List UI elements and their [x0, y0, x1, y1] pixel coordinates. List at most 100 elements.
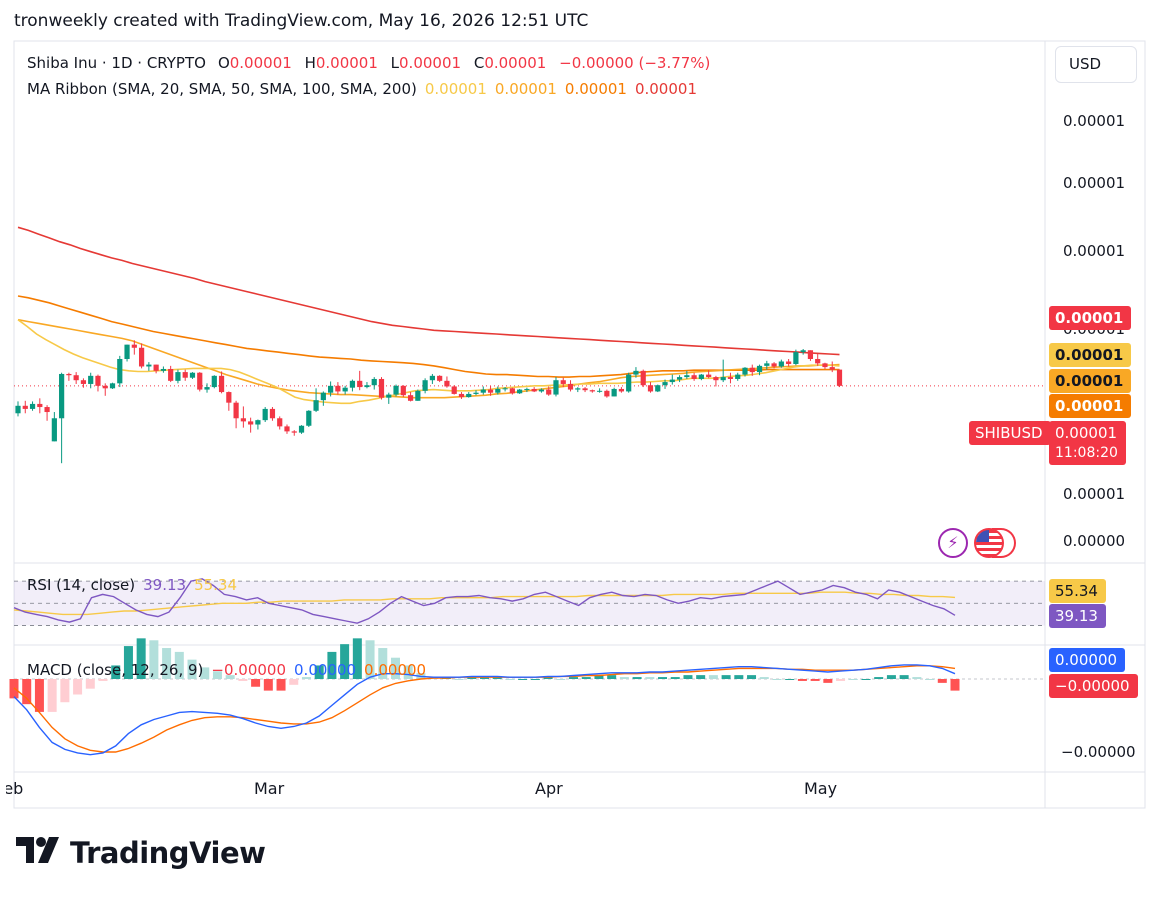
macd-histogram-bar	[314, 665, 324, 679]
candle-body	[306, 410, 312, 426]
candle-body	[531, 388, 537, 392]
candle-body	[15, 405, 21, 414]
macd-histogram-bar	[111, 665, 121, 679]
candle-body	[495, 388, 501, 393]
macd-hist-value: −0.00000	[211, 661, 287, 679]
currency-button[interactable]: USD	[1055, 46, 1137, 83]
ma200-price-tag: 0.00001	[1049, 306, 1132, 330]
candle-body	[29, 403, 36, 409]
ma100-price-tag: 0.00001	[1049, 394, 1132, 418]
macd-histogram-bar	[874, 677, 884, 679]
macd-histogram-bar	[950, 679, 960, 691]
month-label-may: May	[804, 779, 838, 798]
macd-histogram-bar	[467, 677, 477, 679]
candle-body	[182, 372, 188, 378]
candle-body	[66, 373, 72, 376]
ma20-price-tag: 0.00001	[1049, 343, 1132, 367]
candle-body	[778, 361, 784, 367]
lightning-icon[interactable]: ⚡	[938, 528, 968, 558]
candle-body	[560, 380, 566, 384]
rsi-tag: 39.13	[1049, 604, 1106, 628]
ma100-value: 0.00001	[564, 80, 627, 98]
macd-line	[13, 664, 956, 756]
candle-body	[735, 374, 741, 379]
candle-body	[313, 400, 319, 411]
macd-histogram-bar	[480, 677, 489, 679]
change-value: −0.00000 (−3.77%)	[559, 54, 711, 72]
macd-histogram-bar	[352, 638, 362, 679]
macd-histogram-bar	[619, 677, 629, 679]
candle-body	[553, 380, 559, 395]
candle-body	[248, 421, 254, 425]
price-axis-label: 0.00001	[1063, 174, 1126, 192]
macd-histogram-bar	[632, 677, 642, 679]
macd-histogram-bar	[594, 675, 604, 679]
candle-body	[807, 350, 814, 359]
candle-body	[422, 380, 428, 391]
candle-body	[611, 388, 617, 397]
candle-body	[793, 352, 799, 364]
macd-histogram-bar	[543, 677, 553, 679]
macd-histogram-bar	[607, 675, 617, 679]
macd-title: MACD (close, 12, 26, 9)	[27, 661, 204, 679]
low-label: L	[390, 54, 400, 72]
ma50-price-tag: 0.00001	[1049, 369, 1132, 393]
macd-histogram-bar	[569, 677, 579, 679]
candle-body	[378, 378, 385, 398]
candle-body	[342, 387, 348, 392]
macd-histogram-bar	[149, 640, 159, 679]
ma20-value: 0.00001	[424, 80, 487, 98]
candle-body	[269, 408, 276, 419]
macd-histogram-bar	[390, 657, 400, 679]
macd-histogram-bar	[301, 677, 311, 679]
price-axis-label: 0.00001	[1063, 242, 1126, 260]
candle-body	[691, 375, 697, 379]
macd-histogram-bar	[810, 679, 820, 681]
macd-histogram-bar	[683, 675, 693, 679]
macd-hist-tag: −0.00000	[1049, 674, 1138, 698]
candle-body	[706, 374, 712, 378]
rsi-title: RSI (14, close)	[27, 576, 136, 594]
candle-body	[22, 405, 28, 409]
candle-body	[509, 388, 515, 394]
macd-histogram-bar	[34, 679, 44, 712]
candle-body	[822, 363, 828, 368]
candle-body	[386, 394, 392, 398]
candle-body	[647, 385, 654, 392]
rsi-value: 39.13	[143, 576, 187, 594]
candle-body	[786, 361, 792, 364]
macd-histogram-bar	[454, 679, 464, 680]
macd-histogram-bar	[772, 679, 782, 680]
candle-body	[458, 393, 465, 398]
high-value: 0.00001	[315, 54, 378, 72]
candle-body	[117, 358, 123, 384]
candle-body	[633, 370, 639, 375]
candle-body	[829, 367, 835, 370]
candle-body	[517, 389, 523, 394]
candle-body	[37, 403, 43, 408]
candle-body	[662, 382, 668, 386]
countdown: 11:08:20	[1055, 445, 1118, 461]
candle-body	[618, 388, 625, 392]
candle-body	[400, 385, 406, 396]
macd-histogram-bar	[785, 679, 795, 680]
candle-body	[51, 418, 57, 442]
candle-body	[153, 364, 159, 371]
last-price-tag: 0.00001 11:08:20	[1049, 421, 1126, 465]
candle-body	[487, 389, 494, 393]
macd-histogram-bar	[263, 679, 273, 691]
candle-body	[168, 368, 174, 381]
candle-body	[109, 383, 116, 389]
candle-body	[357, 380, 363, 388]
macd-histogram-bar	[721, 675, 731, 679]
candle-body	[415, 390, 421, 401]
macd-histogram-bar	[670, 677, 680, 679]
candle-body	[138, 347, 145, 367]
candle-body	[676, 377, 683, 380]
month-label-mar: Mar	[254, 779, 285, 798]
candle-body	[277, 418, 283, 427]
macd-line-value: 0.00000	[294, 661, 357, 679]
ma200-value: 0.00001	[634, 80, 697, 98]
macd-histogram-bar	[848, 679, 858, 680]
